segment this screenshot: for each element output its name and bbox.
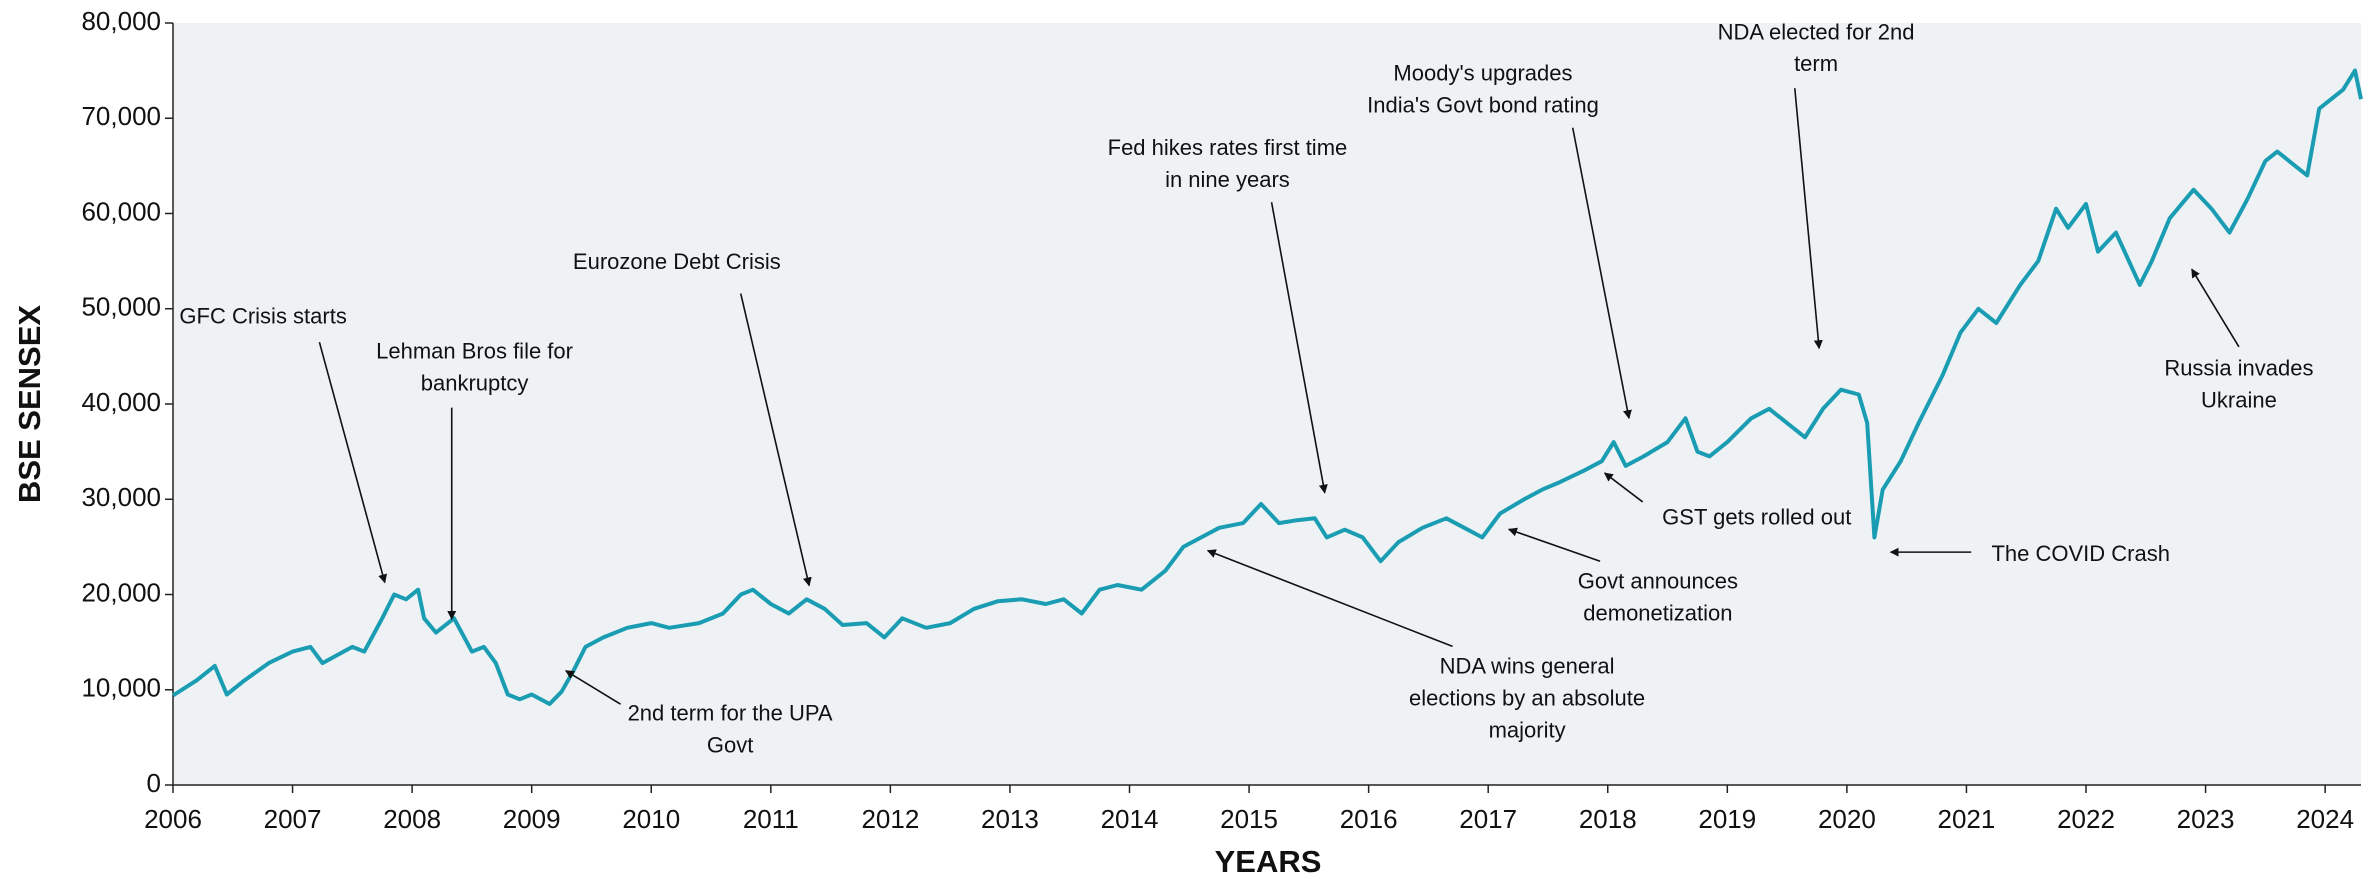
annotation-text: Eurozone Debt Crisis	[573, 249, 781, 274]
x-tick-label: 2021	[1938, 804, 1996, 834]
x-tick-label: 2016	[1340, 804, 1398, 834]
data-line	[171, 68, 2363, 706]
annotation-text: Ukraine	[2201, 387, 2277, 412]
x-tick-label: 2018	[1579, 804, 1637, 834]
y-tick-label: 20,000	[81, 577, 161, 607]
y-axis-title: BSE SENSEX	[12, 305, 47, 503]
x-tick-label: 2011	[743, 804, 799, 834]
annotation-text: Govt announces	[1578, 568, 1738, 593]
x-tick-label: 2012	[861, 804, 919, 834]
y-tick-label: 70,000	[81, 101, 161, 131]
annotation-text: demonetization	[1583, 600, 1732, 625]
annotation-text: elections by an absolute	[1409, 685, 1645, 710]
annotation-arrow	[1571, 127, 1632, 420]
annotation-text: Moody's upgrades	[1393, 60, 1572, 85]
annotation-text: 2nd term for the UPA	[628, 701, 833, 726]
x-axis-title: YEARS	[1215, 844, 1322, 879]
annotation-text: term	[1794, 51, 1838, 76]
annotation-arrow	[1206, 549, 1453, 648]
annotation-text: Govt	[707, 733, 753, 758]
x-tick-label: 2015	[1220, 804, 1278, 834]
x-tick-label: 2007	[264, 804, 322, 834]
annotation-text: Russia invades	[2164, 355, 2313, 380]
annotation-arrow	[739, 293, 812, 587]
x-tick-label: 2013	[981, 804, 1039, 834]
annotation-text: The COVID Crash	[1991, 541, 2170, 566]
x-tick-label: 2010	[622, 804, 680, 834]
y-tick-label: 50,000	[81, 292, 161, 322]
y-tick-label: 10,000	[81, 673, 161, 703]
annotation-text: GFC Crisis starts	[179, 304, 346, 329]
x-tick-label: 2024	[2296, 804, 2354, 834]
annotation-arrow	[565, 670, 621, 705]
y-tick-label: 0	[147, 768, 161, 798]
x-tick-label: 2014	[1101, 804, 1159, 834]
plot-area	[173, 23, 2361, 785]
annotation-arrow	[1603, 472, 1644, 503]
x-tick-label: 2020	[1818, 804, 1876, 834]
annotation-text: GST gets rolled out	[1662, 504, 1851, 529]
x-tick-label: 2008	[383, 804, 441, 834]
annotation-text: majority	[1489, 717, 1566, 742]
x-tick-label: 2009	[503, 804, 561, 834]
annotation-text: NDA elected for 2nd	[1718, 19, 1915, 44]
annotation-arrow	[2191, 268, 2240, 348]
x-tick-label: 2006	[144, 804, 202, 834]
x-tick-label: 2022	[2057, 804, 2115, 834]
annotation-arrow	[1270, 202, 1328, 494]
annotation-arrow	[318, 342, 388, 584]
x-tick-label: 2019	[1698, 804, 1756, 834]
annotation-text: Lehman Bros file for	[376, 339, 573, 364]
x-tick-label: 2017	[1459, 804, 1517, 834]
annotation-text: Fed hikes rates first time	[1108, 135, 1348, 160]
annotation-text: bankruptcy	[421, 371, 529, 396]
annotation-arrow	[1507, 527, 1601, 563]
annotation-arrow	[1793, 88, 1823, 350]
annotation-text: in nine years	[1165, 167, 1290, 192]
y-tick-label: 30,000	[81, 482, 161, 512]
y-tick-label: 80,000	[81, 6, 161, 36]
y-tick-label: 40,000	[81, 387, 161, 417]
y-tick-label: 60,000	[81, 196, 161, 226]
x-tick-label: 2023	[2177, 804, 2235, 834]
annotation-text: NDA wins general	[1440, 654, 1615, 679]
annotation-text: India's Govt bond rating	[1367, 92, 1599, 117]
